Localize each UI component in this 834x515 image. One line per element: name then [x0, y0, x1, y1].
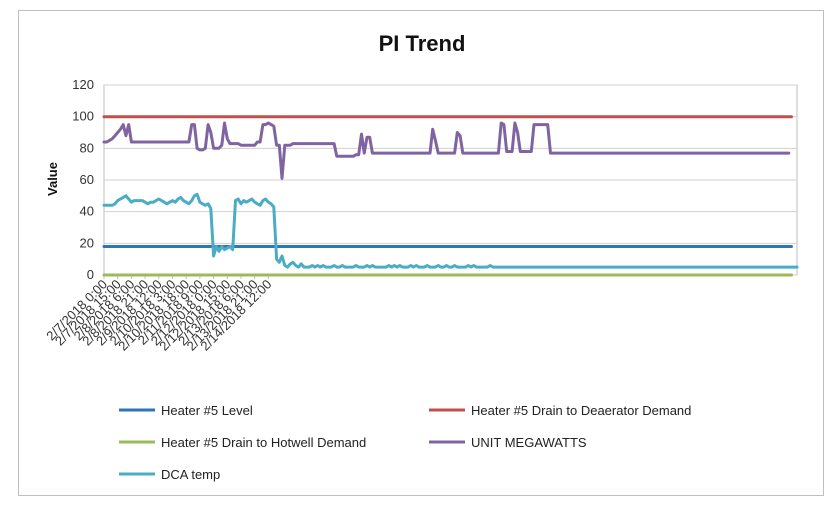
legend-label: DCA temp	[161, 467, 220, 482]
y-tick-label: 40	[80, 204, 94, 219]
series-line-5	[102, 192, 799, 269]
y-tick-label: 20	[80, 235, 94, 250]
legend-label: UNIT MEGAWATTS	[471, 435, 587, 450]
series-line-4	[102, 121, 791, 180]
y-tick-label: 120	[72, 77, 94, 92]
legend: Heater #5 Level Heater #5 Drain to Deaera…	[119, 403, 691, 482]
y-tick-label: 0	[87, 267, 94, 282]
y-tick-label: 80	[80, 140, 94, 155]
chart-title: PI Trend	[379, 31, 466, 56]
legend-label: Heater #5 Drain to Hotwell Demand	[161, 435, 366, 450]
y-tick-label: 100	[72, 109, 94, 124]
chart-frame: PI Trend Value 0 20 40 60 80 100 120 2/7/2018 0…	[18, 10, 824, 496]
y-tick-label: 60	[80, 172, 94, 187]
y-axis-label: Value	[45, 162, 60, 196]
legend-label: Heater #5 Level	[161, 403, 253, 418]
legend-label: Heater #5 Drain to Deaerator Demand	[471, 403, 691, 418]
